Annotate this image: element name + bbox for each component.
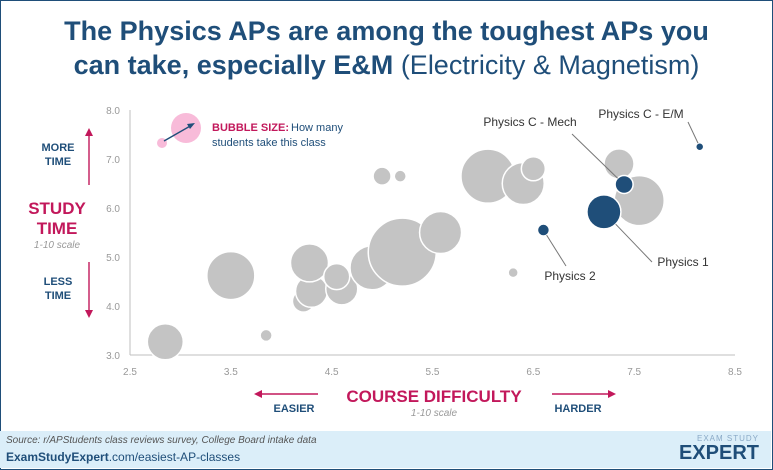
source-url-bold: ExamStudyExpert bbox=[6, 450, 109, 464]
x-tick-label: 3.5 bbox=[224, 367, 238, 378]
up-arrow-icon bbox=[85, 128, 93, 136]
y-tick-label: 4.0 bbox=[106, 302, 120, 313]
bubble bbox=[507, 266, 519, 279]
easier-label: EASIER bbox=[274, 403, 315, 415]
callout-line bbox=[615, 223, 653, 263]
bubble bbox=[289, 243, 330, 283]
highlight-bubble bbox=[694, 142, 705, 152]
highlight-bubble bbox=[536, 223, 551, 237]
less-time-line-1: LESS bbox=[44, 276, 73, 288]
title-line-2-normal: (Electricity & Magnetism) bbox=[400, 50, 700, 80]
down-arrow-icon bbox=[85, 310, 93, 318]
more-time-line-2: TIME bbox=[45, 156, 71, 168]
legend-heading: BUBBLE SIZE: bbox=[212, 122, 289, 134]
bubble bbox=[259, 328, 273, 343]
source-note: Source: r/APStudents class reviews surve… bbox=[6, 435, 317, 446]
less-time-line-2: TIME bbox=[45, 290, 71, 302]
bubble bbox=[372, 166, 392, 186]
source-url-rest: .com/easiest-AP-classes bbox=[108, 450, 241, 464]
more-time-line-1: MORE bbox=[42, 142, 75, 154]
x-tick-label: 8.5 bbox=[728, 367, 742, 378]
x-axis-scale: 1-10 scale bbox=[411, 408, 458, 419]
chart-title: The Physics APs are among the toughest A… bbox=[0, 14, 773, 82]
x-tick-label: 6.5 bbox=[526, 367, 540, 378]
brand-small-text: EXAM STUDY bbox=[696, 434, 759, 443]
bubble bbox=[520, 156, 547, 182]
callout-label: Physics C - Mech bbox=[483, 115, 576, 129]
bubbles bbox=[146, 142, 705, 361]
y-axis-side: MORE TIME STUDY TIME 1-10 scale LESS TIM… bbox=[28, 128, 93, 318]
callout-line bbox=[687, 121, 699, 144]
bubble bbox=[146, 323, 185, 361]
callout-line bbox=[546, 234, 567, 267]
callouts: Physics C - Mech Physics C - E/M Physics 1… bbox=[483, 107, 709, 283]
legend-arrowhead bbox=[187, 123, 195, 129]
left-arrow-icon bbox=[254, 390, 262, 398]
x-tick-label: 7.5 bbox=[627, 367, 641, 378]
x-axis-side: EASIER COURSE DIFFICULTY 1-10 scale HARD… bbox=[254, 387, 616, 419]
bubble bbox=[322, 262, 351, 291]
legend-text-line-2: students take this class bbox=[212, 137, 326, 149]
callout-label: Physics 2 bbox=[544, 269, 596, 283]
callout-line bbox=[571, 133, 618, 179]
y-tick-label: 8.0 bbox=[106, 106, 120, 117]
y-tick-label: 6.0 bbox=[106, 204, 120, 215]
highlight-bubble bbox=[586, 194, 622, 230]
title-line-1: The Physics APs are among the toughest A… bbox=[64, 16, 709, 46]
y-axis-label-line-1: STUDY bbox=[28, 199, 86, 218]
harder-label: HARDER bbox=[554, 403, 601, 415]
footer: Source: r/APStudents class reviews surve… bbox=[0, 431, 771, 468]
y-tick-label: 5.0 bbox=[106, 253, 120, 264]
y-tick-label: 7.0 bbox=[106, 155, 120, 166]
title-line-2: can take, especially E&M (Electricity & … bbox=[0, 48, 773, 82]
y-axis-label-line-2: TIME bbox=[37, 219, 78, 238]
bubble bbox=[418, 210, 463, 255]
bubble bbox=[393, 169, 407, 183]
legend-text-line-1: How many bbox=[291, 122, 343, 134]
legend-arrow bbox=[163, 124, 193, 142]
callout-label: Physics 1 bbox=[657, 255, 709, 269]
x-tick-label: 2.5 bbox=[123, 367, 137, 378]
callout-label: Physics C - E/M bbox=[598, 107, 683, 121]
axes: 3.0 4.0 5.0 6.0 7.0 8.0 2.5 3.5 4.5 5.5 6.5 7.5 8.5 bbox=[106, 106, 742, 378]
legend: BUBBLE SIZE: How many students take this… bbox=[157, 113, 343, 149]
title-line-2-bold: can take, especially E&M bbox=[73, 50, 394, 80]
brand-name: EXPERT bbox=[678, 442, 759, 464]
y-tick-label: 3.0 bbox=[106, 351, 120, 362]
x-tick-label: 4.5 bbox=[325, 367, 339, 378]
source-url: ExamStudyExpert.com/easiest-AP-classes bbox=[6, 450, 240, 464]
y-axis-scale: 1-10 scale bbox=[34, 240, 81, 251]
bubble bbox=[603, 148, 635, 180]
x-tick-label: 5.5 bbox=[426, 367, 440, 378]
bubble bbox=[206, 250, 256, 301]
right-arrow-icon bbox=[608, 390, 616, 398]
x-axis-label: COURSE DIFFICULTY bbox=[346, 387, 522, 406]
highlight-bubble bbox=[614, 174, 634, 195]
